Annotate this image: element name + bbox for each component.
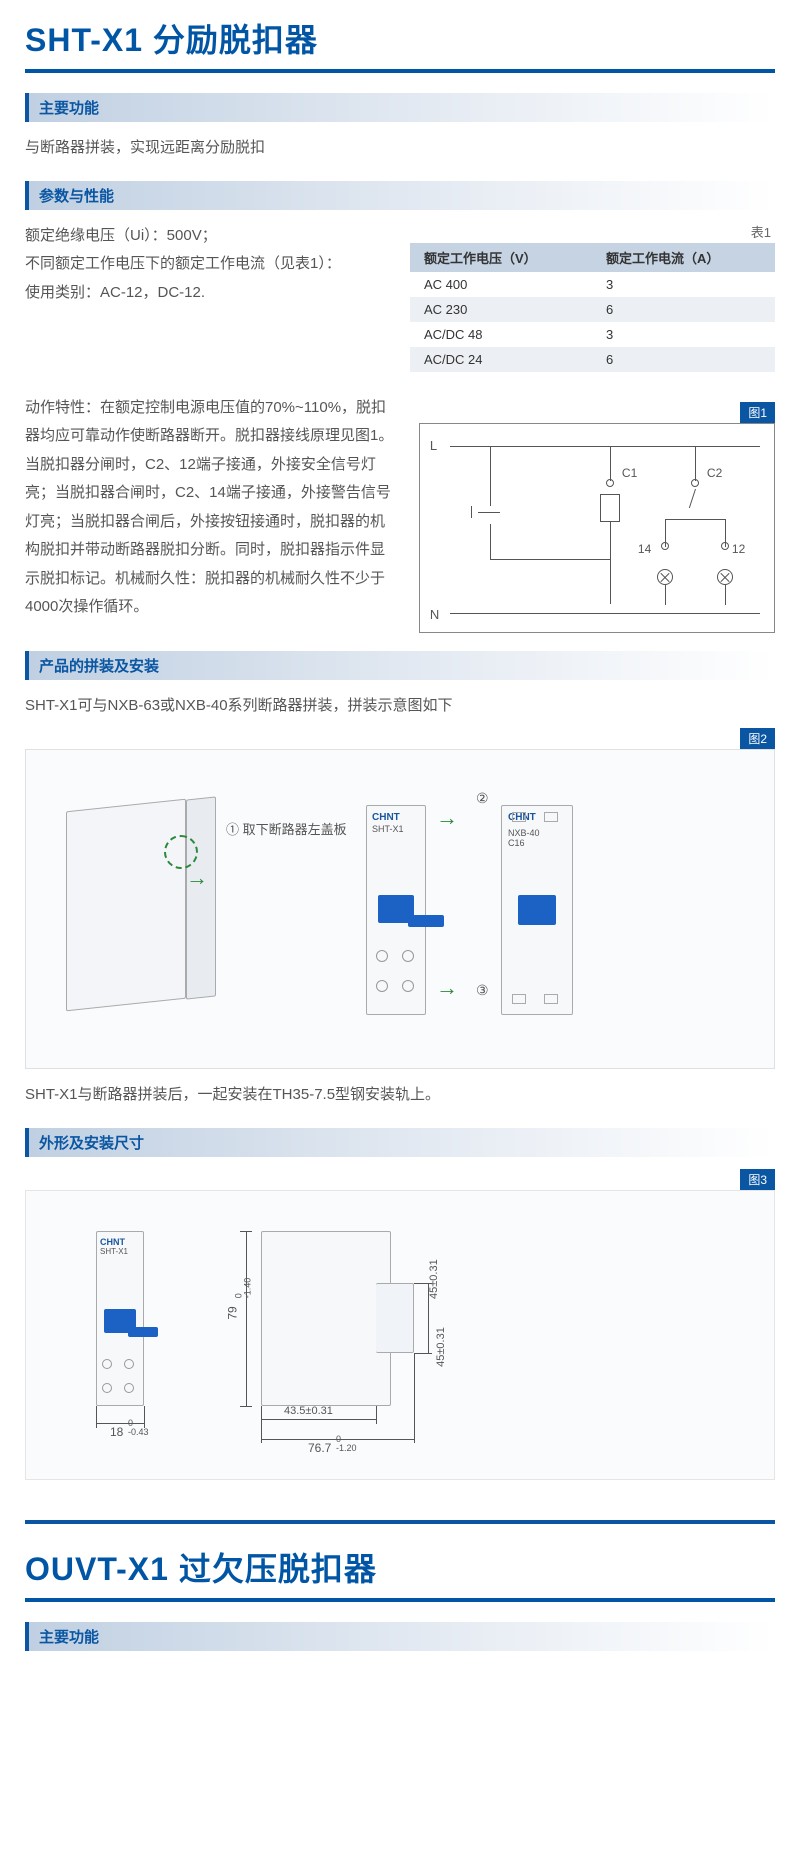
fig3-label: 图3 — [740, 1169, 775, 1190]
dim-brand: CHNT — [100, 1237, 125, 1247]
section-header-func: 主要功能 — [25, 93, 775, 122]
product1-title: SHT-X1 分励脱扣器 — [25, 15, 775, 73]
wiring-14: 14 — [638, 542, 651, 556]
model-b-label: NXB-40 — [508, 828, 540, 838]
section-header-dims: 外形及安装尺寸 — [25, 1128, 775, 1157]
param-line-2: 不同额定工作电压下的额定工作电流（见表1）： — [25, 250, 390, 279]
table1-col-0: 额定工作电压（V） — [410, 243, 592, 272]
param-line-3: 使用类别：AC-12，DC-12. — [25, 279, 390, 308]
section-header-func-2: 主要功能 — [25, 1622, 775, 1651]
dim-76: 76.7 — [308, 1441, 331, 1455]
section-header-assembly: 产品的拼装及安装 — [25, 651, 775, 680]
action-characteristics-text: 动作特性：在额定控制电源电压值的70%~110%，脱扣器均应可靠动作使断路器断开… — [25, 394, 399, 622]
table1: 额定工作电压（V） 额定工作电流（A） AC 4003 AC 2306 AC/D… — [410, 243, 775, 372]
dimension-diagram: CHNT SHT-X1 18 0 -0.43 79 0 -1.40 43.5±0… — [25, 1190, 775, 1480]
model-b2-label: C16 — [508, 838, 525, 848]
step-2: ② — [476, 790, 489, 807]
assembly-text-1: SHT-X1可与NXB-63或NXB-40系列断路器拼装，拼装示意图如下 — [25, 692, 775, 721]
wiring-12: 12 — [732, 542, 745, 556]
table-row: AC/DC 483 — [410, 322, 775, 347]
step-3: ③ — [476, 982, 489, 999]
dim-model: SHT-X1 — [100, 1247, 128, 1256]
dim-76-tol: 0 -1.20 — [336, 1435, 357, 1453]
cell: AC 230 — [410, 297, 592, 322]
cell: AC/DC 24 — [410, 347, 592, 372]
dim-79: 79 — [226, 1306, 240, 1319]
wiring-N: N — [430, 607, 439, 622]
dim-79-tol: 0 -1.40 — [234, 1277, 252, 1298]
dim-45-txt: 45±0.31 — [435, 1327, 447, 1367]
model-a-label: SHT-X1 — [372, 824, 404, 834]
fig2-label: 图2 — [740, 728, 775, 749]
dim-18-tol: 0 -0.43 — [128, 1419, 149, 1437]
cell: 6 — [592, 297, 775, 322]
section-header-params: 参数与性能 — [25, 181, 775, 210]
wiring-C1: C1 — [622, 466, 637, 480]
wiring-L: L — [430, 438, 437, 453]
table1-caption: 表1 — [410, 222, 775, 241]
assembly-diagram: ① 取下断路器左盖板 → CHNT SHT-X1 ② → ③ → CHNT NX… — [25, 749, 775, 1069]
cell: 3 — [592, 322, 775, 347]
dim-18: 18 — [110, 1425, 123, 1439]
table1-col-1: 额定工作电流（A） — [592, 243, 775, 272]
arrow-right-icon: → — [436, 805, 458, 831]
dim-43: 43.5±0.31 — [284, 1405, 333, 1417]
cell: AC 400 — [410, 272, 592, 297]
cell: 3 — [592, 272, 775, 297]
divider-line — [25, 1520, 775, 1524]
table-row: AC 4003 — [410, 272, 775, 297]
wiring-C2: C2 — [707, 466, 722, 480]
table-row: AC/DC 246 — [410, 347, 775, 372]
func-text: 与断路器拼装，实现远距离分励脱扣 — [25, 134, 775, 163]
cell: AC/DC 48 — [410, 322, 592, 347]
highlight-circle-icon — [164, 835, 198, 869]
assembly-callout-1: ① 取下断路器左盖板 — [226, 820, 347, 841]
param-line-1: 额定绝缘电压（Ui）：500V； — [25, 222, 390, 251]
arrow-right-icon: → — [186, 865, 208, 891]
table-row: AC 2306 — [410, 297, 775, 322]
fig1-label: 图1 — [740, 402, 775, 423]
arrow-right-icon: → — [436, 975, 458, 1001]
wiring-diagram: L N C1 C2 14 — [419, 423, 775, 633]
dim-45: 45±0.31 — [428, 1259, 440, 1299]
param-text-block: 额定绝缘电压（Ui）：500V； 不同额定工作电压下的额定工作电流（见表1）： … — [25, 222, 390, 372]
cell: 6 — [592, 347, 775, 372]
assembly-text-2: SHT-X1与断路器拼装后，一起安装在TH35-7.5型钢安装轨上。 — [25, 1081, 775, 1110]
product2-title: OUVT-X1 过欠压脱扣器 — [25, 1544, 775, 1602]
brand-label: CHNT — [372, 812, 400, 823]
